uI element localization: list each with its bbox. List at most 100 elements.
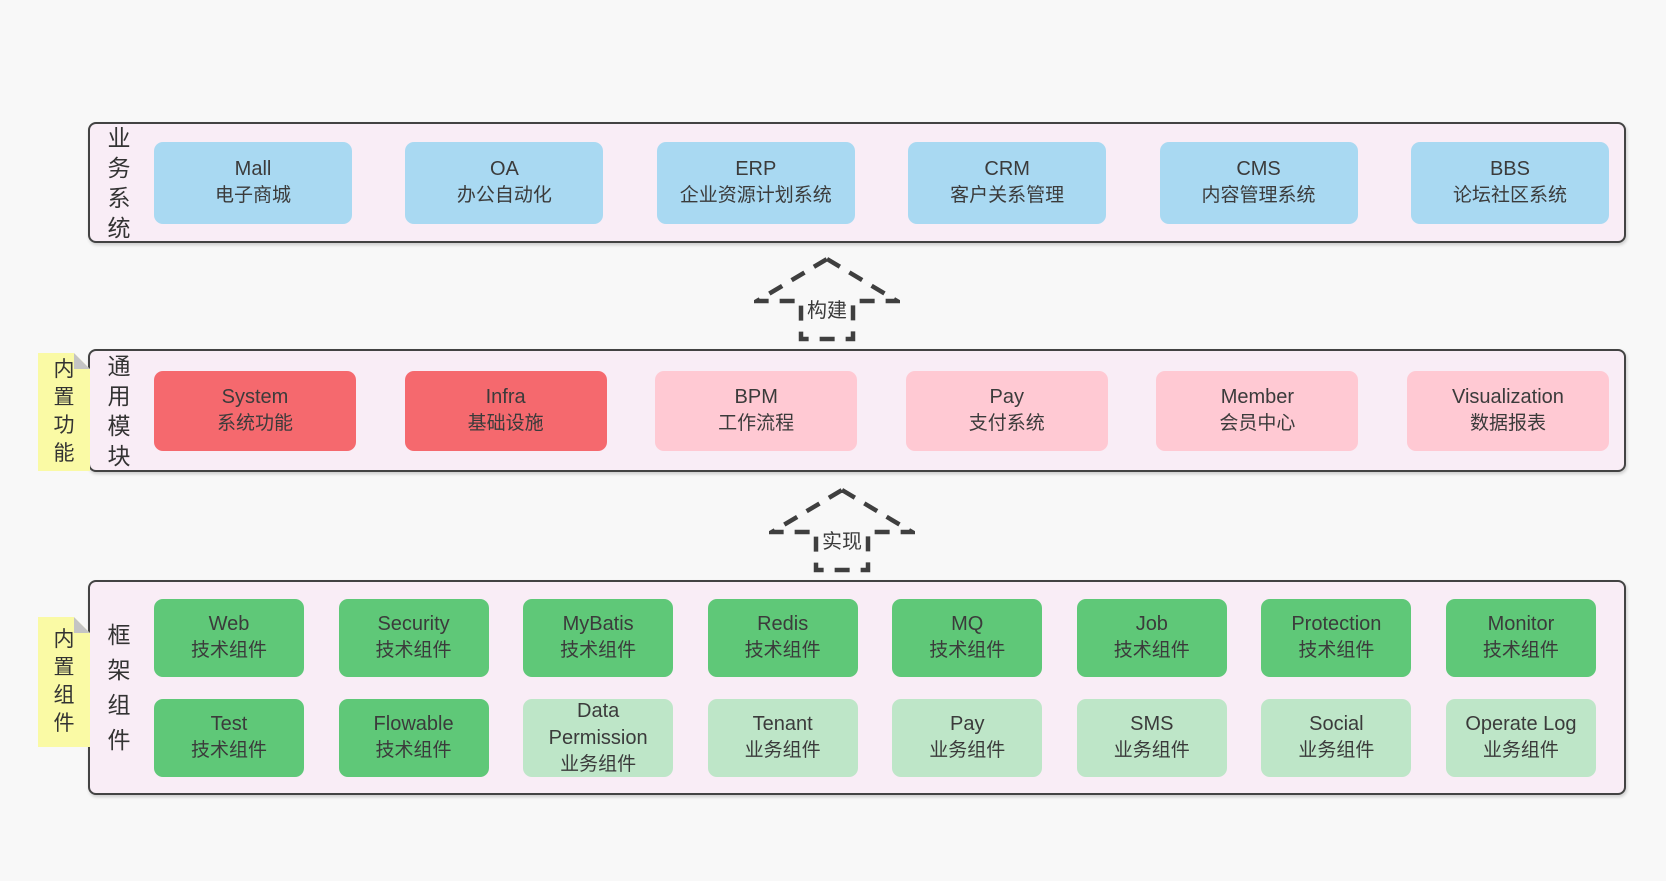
module-name: Mall (234, 158, 272, 180)
module-box-security: Security 技术组件 (338, 598, 489, 677)
module-description: 客户关系管理 (950, 185, 1065, 206)
module-box-crm: CRM 客户关系管理 (908, 141, 1107, 224)
module-box-tenant: Tenant 业务组件 (707, 698, 858, 777)
module-box-erp: ERP 企业资源计划系统 (656, 141, 855, 224)
module-name: ERP (735, 158, 777, 180)
module-description: 业务组件 (744, 740, 821, 761)
module-description: 业务组件 (1298, 740, 1375, 761)
module-name: Web (208, 613, 250, 635)
vertical-label-char: 通 (107, 352, 131, 379)
module-description: 基础设施 (467, 413, 544, 434)
sticky-note-builtin-components: 内置组件 (38, 617, 90, 747)
module-box-visualization: Visualization 数据报表 (1406, 370, 1609, 451)
sticky-note-builtin-features: 内置功能 (38, 353, 90, 471)
module-description: 技术组件 (1298, 640, 1375, 661)
module-name: Data Permission (548, 699, 648, 749)
module-box-member: Member 会员中心 (1156, 370, 1359, 451)
module-box-pay: Pay 支付系统 (905, 370, 1108, 451)
module-box-test: Test 技术组件 (154, 698, 304, 777)
vertical-label-char: 系 (107, 184, 131, 211)
vertical-label-char: 模 (107, 412, 131, 439)
vertical-label-char: 件 (107, 726, 131, 753)
vertical-label-char: 置 (53, 656, 75, 679)
module-box-social: Social 业务组件 (1261, 698, 1412, 777)
band-label-framework-components: 框架组件 (100, 582, 138, 793)
module-name: System (221, 386, 289, 408)
module-box-row: System 系统功能 Infra 基础设施 BPM 工作流程 Pay 支付系统 Member 会… (154, 370, 1609, 451)
band-business-systems: 业务系统 Mall 电子商城 OA 办公自动化 ERP 企业资源计划系统 CRM 客户关系管理… (88, 122, 1626, 243)
module-box-oa: OA 办公自动化 (405, 141, 604, 224)
band-boxes-common-modules: System 系统功能 Infra 基础设施 BPM 工作流程 Pay 支付系统 Member 会… (154, 351, 1609, 470)
vertical-label-char: 用 (107, 382, 131, 409)
module-name: Tenant (752, 713, 813, 735)
module-box-row: Mall 电子商城 OA 办公自动化 ERP 企业资源计划系统 CRM 客户关系管理 CMS 内容… (154, 141, 1609, 224)
module-box-bbs: BBS 论坛社区系统 (1410, 141, 1609, 224)
vertical-label-char: 组 (53, 684, 75, 707)
module-box-data-permission: Data Permission 业务组件 (523, 698, 674, 777)
module-description: 工作流程 (718, 413, 795, 434)
module-box-bpm: BPM 工作流程 (655, 370, 858, 451)
module-description: 企业资源计划系统 (679, 185, 832, 206)
module-name: Monitor (1487, 613, 1555, 635)
module-description: 支付系统 (968, 413, 1045, 434)
module-name: OA (489, 158, 519, 180)
module-description: 技术组件 (375, 740, 452, 761)
module-description: 技术组件 (375, 640, 452, 661)
band-boxes-framework-components: Web 技术组件 Security 技术组件 MyBatis 技术组件 Redis 技术组件 M… (154, 582, 1596, 793)
module-name: Job (1135, 613, 1168, 635)
vertical-label-char: 件 (53, 712, 75, 735)
band-boxes-business-systems: Mall 电子商城 OA 办公自动化 ERP 企业资源计划系统 CRM 客户关系管理 CMS 内容… (154, 124, 1609, 241)
vertical-label-char: 组 (107, 691, 131, 718)
up-arrow-icon (769, 487, 915, 573)
module-box-pay: Pay 业务组件 (892, 698, 1043, 777)
module-description: 数据报表 (1469, 413, 1546, 434)
module-name: MyBatis (562, 613, 634, 635)
module-box-job: Job 技术组件 (1076, 598, 1227, 677)
module-name: Member (1220, 386, 1295, 408)
module-box-infra: Infra 基础设施 (404, 370, 607, 451)
module-description: 论坛社区系统 (1452, 185, 1567, 206)
module-description: 会员中心 (1219, 413, 1296, 434)
module-name: Protection (1291, 613, 1382, 635)
build-arrow: 构建 (754, 256, 900, 342)
module-box-monitor: Monitor 技术组件 (1445, 598, 1596, 677)
module-box-protection: Protection 技术组件 (1261, 598, 1412, 677)
module-name: SMS (1130, 713, 1174, 735)
module-name: Social (1309, 713, 1364, 735)
module-description: 技术组件 (560, 640, 637, 661)
module-name: Pay (950, 713, 985, 735)
module-name: Operate Log (1465, 713, 1577, 735)
module-description: 内容管理系统 (1201, 185, 1316, 206)
band-framework-components: 框架组件 Web 技术组件 Security 技术组件 MyBatis 技术组件 Redis… (88, 580, 1626, 795)
vertical-label-char: 内 (53, 358, 75, 381)
implement-arrow-label: 实现 (819, 525, 865, 554)
module-description: 系统功能 (216, 413, 293, 434)
module-box-sms: SMS 业务组件 (1076, 698, 1227, 777)
module-name: Infra (485, 386, 526, 408)
module-name: Security (377, 613, 450, 635)
module-description: 技术组件 (929, 640, 1006, 661)
band-label-common-modules: 通用模块 (100, 351, 138, 470)
module-box-row: Web 技术组件 Security 技术组件 MyBatis 技术组件 Redis 技术组件 M… (154, 598, 1596, 677)
module-box-row: Test 技术组件 Flowable 技术组件 Data Permission 业务组件 T… (154, 698, 1596, 777)
module-box-system: System 系统功能 (154, 370, 356, 451)
module-name: BBS (1489, 158, 1530, 180)
module-box-mall: Mall 电子商城 (154, 141, 352, 224)
band-common-modules: 通用模块 System 系统功能 Infra 基础设施 BPM 工作流程 Pay 支付系统 Me… (88, 349, 1626, 472)
module-description: 技术组件 (744, 640, 821, 661)
module-name: MQ (951, 613, 984, 635)
module-description: 业务组件 (1482, 740, 1559, 761)
module-description: 技术组件 (190, 740, 267, 761)
module-description: 技术组件 (190, 640, 267, 661)
module-name: Visualization (1452, 386, 1564, 408)
vertical-label-char: 框 (107, 621, 131, 648)
vertical-label-char: 统 (107, 214, 131, 241)
vertical-label-char: 务 (107, 154, 131, 181)
module-box-flowable: Flowable 技术组件 (338, 698, 489, 777)
module-name: CRM (984, 158, 1030, 180)
module-description: 业务组件 (560, 753, 637, 775)
vertical-label-char: 能 (53, 442, 75, 465)
band-label-business-systems: 业务系统 (100, 124, 138, 241)
module-name: BPM (734, 386, 778, 408)
